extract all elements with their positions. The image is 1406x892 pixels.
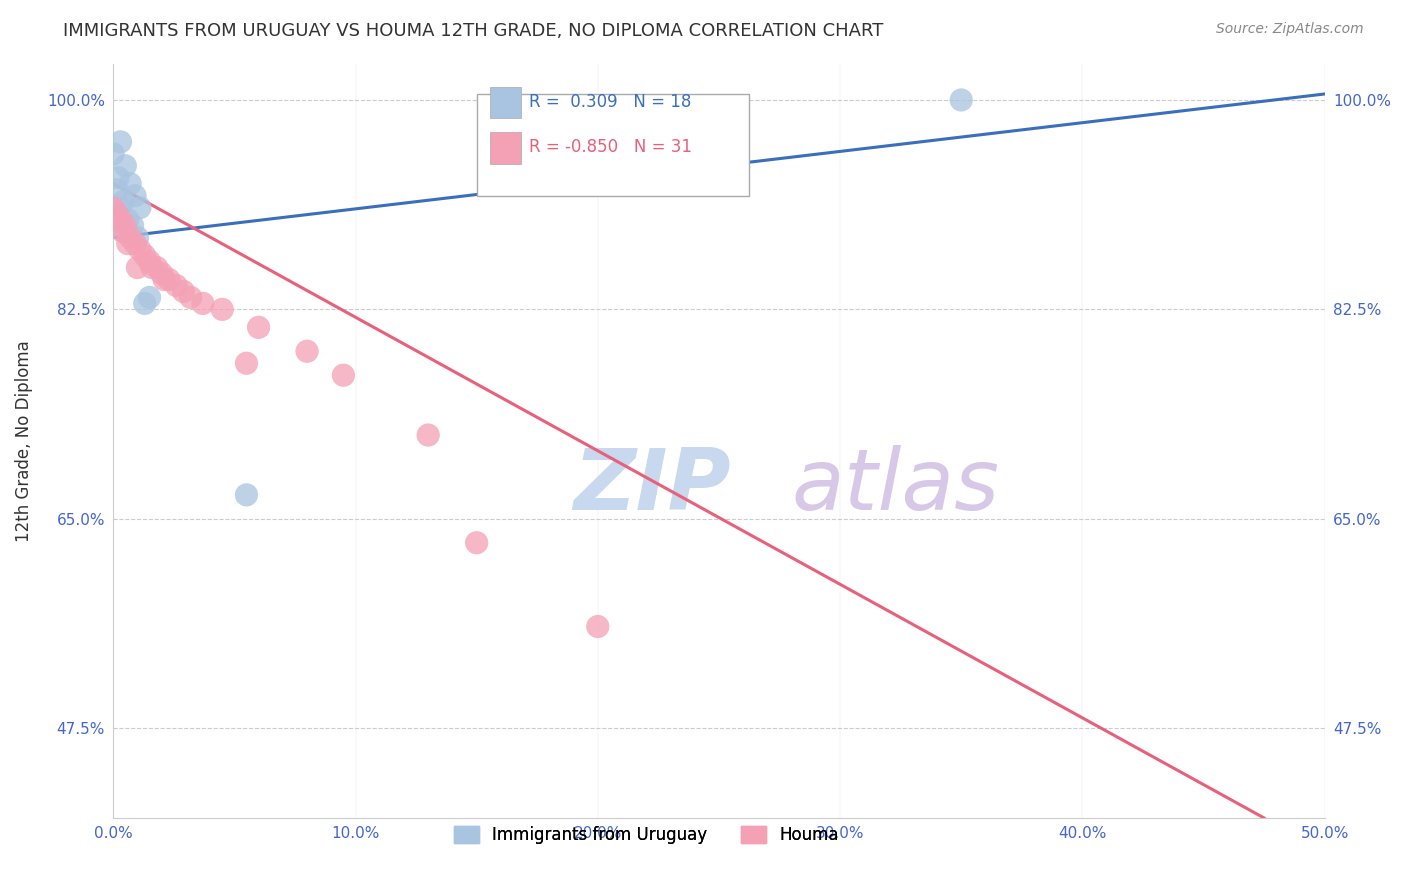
Point: [465, 535, 488, 549]
Text: R =  0.309   N = 18: R = 0.309 N = 18: [529, 93, 692, 111]
Point: [586, 619, 609, 633]
FancyBboxPatch shape: [489, 132, 522, 163]
Point: [332, 368, 354, 383]
Point: [247, 320, 270, 334]
Text: R = -0.850   N = 31: R = -0.850 N = 31: [529, 138, 692, 156]
Point: [138, 254, 160, 268]
Point: [103, 146, 125, 161]
Point: [121, 219, 143, 233]
Point: [107, 170, 129, 185]
Point: [105, 183, 128, 197]
Point: [950, 93, 973, 107]
Point: [191, 296, 214, 310]
Y-axis label: 12th Grade, No Diploma: 12th Grade, No Diploma: [15, 340, 32, 542]
Point: [114, 219, 136, 233]
Text: Source: ZipAtlas.com: Source: ZipAtlas.com: [1216, 22, 1364, 37]
Point: [110, 212, 132, 227]
Point: [111, 194, 134, 209]
Point: [146, 260, 169, 275]
Point: [112, 225, 135, 239]
Point: [295, 344, 318, 359]
Point: [103, 201, 125, 215]
Point: [128, 201, 150, 215]
Point: [211, 302, 233, 317]
Point: [173, 285, 195, 299]
Point: [141, 260, 163, 275]
Point: [117, 212, 139, 227]
Point: [124, 188, 146, 202]
Point: [127, 260, 149, 275]
FancyBboxPatch shape: [477, 95, 749, 196]
Point: [110, 135, 132, 149]
Point: [111, 225, 134, 239]
Point: [117, 236, 139, 251]
Point: [418, 428, 440, 442]
Point: [120, 177, 142, 191]
Point: [138, 290, 160, 304]
Point: [150, 267, 173, 281]
Point: [157, 272, 180, 286]
Point: [235, 356, 257, 370]
Point: [114, 159, 136, 173]
Point: [180, 290, 202, 304]
Legend: Immigrants from Uruguay, Houma: Immigrants from Uruguay, Houma: [447, 820, 845, 851]
Point: [120, 230, 142, 244]
Point: [134, 296, 156, 310]
Point: [235, 488, 257, 502]
Point: [127, 230, 149, 244]
Point: [134, 248, 156, 262]
Point: [165, 278, 187, 293]
Point: [124, 236, 146, 251]
Point: [108, 201, 131, 215]
Point: [128, 243, 150, 257]
Text: IMMIGRANTS FROM URUGUAY VS HOUMA 12TH GRADE, NO DIPLOMA CORRELATION CHART: IMMIGRANTS FROM URUGUAY VS HOUMA 12TH GR…: [63, 22, 883, 40]
FancyBboxPatch shape: [489, 87, 522, 119]
Text: ZIP: ZIP: [574, 445, 731, 528]
Point: [105, 207, 128, 221]
Text: atlas: atlas: [792, 445, 1000, 528]
Point: [153, 272, 176, 286]
